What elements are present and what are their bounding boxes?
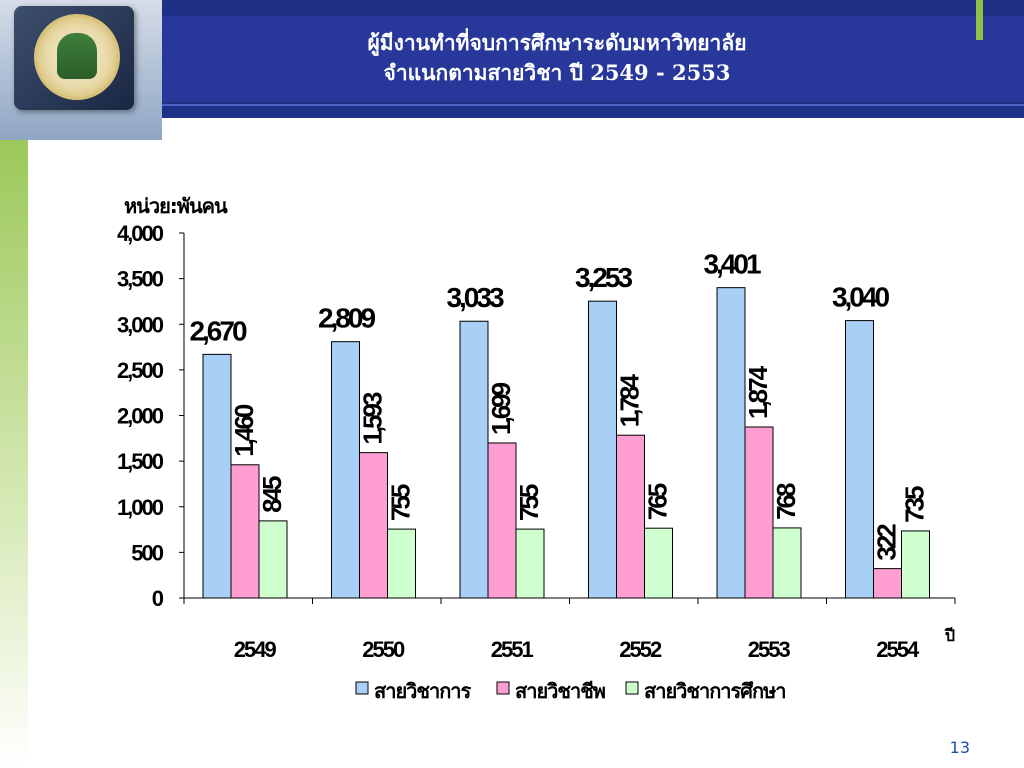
legend-swatch-1 xyxy=(355,681,369,695)
data-label: 735 xyxy=(900,486,930,523)
bar-series3-2550 xyxy=(387,528,416,599)
page-number: 13 xyxy=(949,738,970,757)
x-tick-label: 2551 xyxy=(491,637,534,662)
data-label: 3,040 xyxy=(832,282,889,313)
y-tick-label: 1,500 xyxy=(117,449,164,474)
unit-label: หน่วย:พันคน xyxy=(124,194,228,218)
data-label: 2,670 xyxy=(189,315,246,346)
bar-series2-2552 xyxy=(616,434,645,599)
x-tick-label: 2554 xyxy=(876,637,920,662)
bar-series3-2552 xyxy=(644,527,673,599)
data-label: 3,401 xyxy=(703,249,760,280)
bar-series1-2552 xyxy=(588,300,617,599)
data-label: 755 xyxy=(386,484,416,521)
y-tick-label: 500 xyxy=(131,540,163,565)
header-panel xyxy=(162,16,1024,102)
data-label: 768 xyxy=(771,483,801,520)
chart-data-labels: 2,670 2,809 3,033 3,253 3,401 3,040 1,460 1,593… xyxy=(189,249,929,561)
data-label: 3,253 xyxy=(575,262,632,293)
chart-axes: 0 500 1,000 1,500 2,000 2,500 3,000 3,500 4,000 2… xyxy=(117,221,956,662)
bar-series1-2549 xyxy=(202,353,232,599)
x-tick-label: 2553 xyxy=(748,637,791,662)
slide-title: ผู้มีงานทำที่จบการศึกษาระดับมหาวิทยาลัย … xyxy=(162,28,952,88)
y-tick-label: 0 xyxy=(152,586,164,611)
bar-series1-2554 xyxy=(845,320,874,599)
bar-series3-2549 xyxy=(258,520,288,599)
bar-series3-2554 xyxy=(901,530,930,599)
data-label: 755 xyxy=(514,484,544,521)
data-label: 3,033 xyxy=(446,282,503,313)
legend-swatch-3 xyxy=(625,681,639,695)
y-tick-label: 4,000 xyxy=(117,221,164,246)
chart-bars xyxy=(202,287,930,599)
data-label: 765 xyxy=(643,483,673,520)
legend-label-3: สายวิชาการศึกษา xyxy=(644,681,786,703)
x-tick-label: 2550 xyxy=(362,637,405,662)
bar-series3-2553 xyxy=(772,527,802,599)
data-label: 1,699 xyxy=(486,382,516,435)
y-tick-label: 3,500 xyxy=(117,267,164,292)
seal-figure xyxy=(57,33,97,79)
bar-series1-2551 xyxy=(459,320,489,599)
y-tick-label: 2,000 xyxy=(117,404,164,429)
bar-series1-2553 xyxy=(716,287,746,599)
bar-series2-2550 xyxy=(359,452,388,599)
legend-label-1: สายวิชาการ xyxy=(374,681,472,703)
data-label: 1,593 xyxy=(358,392,388,445)
data-label: 845 xyxy=(257,476,287,513)
data-label: 322 xyxy=(872,524,902,561)
title-line-1: ผู้มีงานทำที่จบการศึกษาระดับมหาวิทยาลัย xyxy=(367,30,747,55)
logo-frame xyxy=(14,6,134,110)
data-label: 2,809 xyxy=(318,303,375,334)
y-tick-label: 1,000 xyxy=(117,495,164,520)
bar-series3-2551 xyxy=(515,528,545,599)
legend-swatch-2 xyxy=(496,681,510,695)
left-decorative-stripe xyxy=(0,140,28,768)
legend-label-2: สายวิชาชีพ xyxy=(515,680,606,703)
y-tick-label: 3,000 xyxy=(117,312,164,337)
bar-series2-2551 xyxy=(487,442,517,599)
ministry-seal-icon xyxy=(34,14,120,100)
data-label: 1,784 xyxy=(615,374,645,428)
data-label: 1,874 xyxy=(743,365,773,419)
x-tick-label: 2549 xyxy=(234,637,277,662)
bar-series2-2549 xyxy=(230,464,260,599)
bar-series2-2553 xyxy=(744,426,774,599)
bar-series1-2550 xyxy=(331,341,360,599)
data-label: 1,460 xyxy=(229,404,259,457)
x-axis-label: ปี xyxy=(944,626,956,645)
header-bar xyxy=(0,0,1024,118)
header-divider xyxy=(162,104,1024,106)
title-line-2: จำแนกตามสายวิชา ปี 2549 - 2553 xyxy=(383,60,731,85)
header-accent xyxy=(976,0,983,40)
y-tick-label: 2,500 xyxy=(117,358,164,383)
logo-area xyxy=(0,0,162,140)
bar-series2-2554 xyxy=(873,568,902,599)
x-tick-label: 2552 xyxy=(619,637,662,662)
chart-legend: สายวิชาการ สายวิชาชีพ สายวิชาการศึกษา xyxy=(355,680,787,703)
